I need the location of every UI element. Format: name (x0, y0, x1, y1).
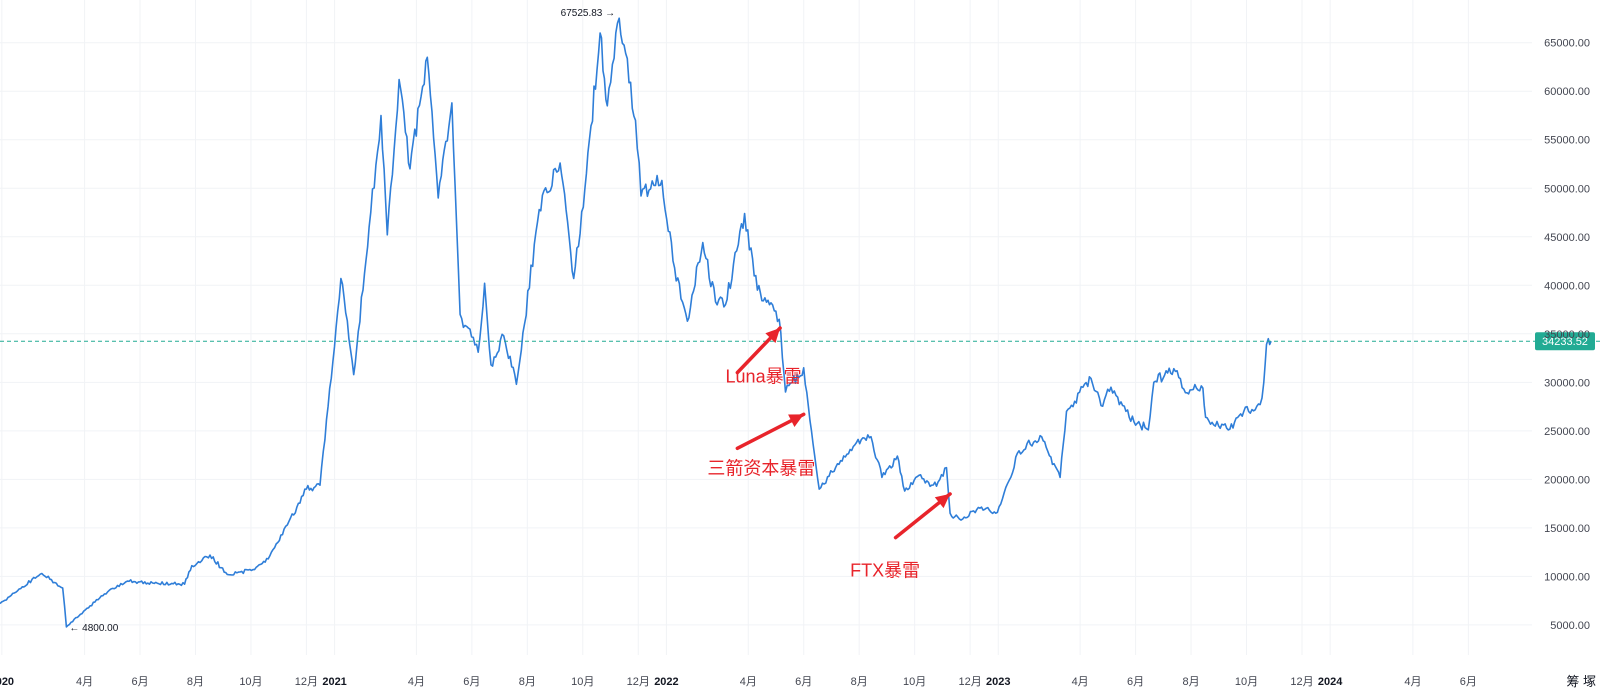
x-tick-label-11: 12月 (627, 676, 650, 688)
current-price-marker: 34233.52 (0, 332, 1600, 351)
x-tick-label-5: 12月 (295, 676, 318, 688)
y-tick-label-10: 55000.00 (1544, 135, 1590, 147)
y-tick-label-12: 65000.00 (1544, 38, 1590, 50)
x-tick-label-2: 6月 (131, 676, 148, 688)
y-tick-label-1: 10000.00 (1544, 571, 1590, 583)
low-label: ← 4800.00 (69, 623, 118, 634)
x-tick-label-23: 12月 (1290, 676, 1313, 688)
x-tick-label-0: 2020 (0, 676, 14, 688)
annotation-label-1: 三箭资本暴雷 (707, 459, 815, 479)
x-tick-label-26: 6月 (1460, 676, 1477, 688)
price-line-0 (0, 17, 1272, 628)
x-tick-label-4: 10月 (239, 676, 262, 688)
x-tick-label-7: 4月 (408, 676, 425, 688)
x-tick-label-21: 8月 (1182, 676, 1199, 688)
peak-label: 67525.83 → (561, 8, 616, 19)
current-price-label: 34233.52 (1542, 336, 1588, 348)
watermark-text: 筹 塚 (1566, 674, 1596, 689)
y-tick-label-0: 5000.00 (1550, 620, 1590, 632)
price-series (0, 17, 1272, 628)
y-tick-label-11: 60000.00 (1544, 86, 1590, 98)
y-tick-label-8: 45000.00 (1544, 232, 1590, 244)
x-tick-label-12: 2022 (654, 676, 678, 688)
x-tick-label-3: 8月 (187, 676, 204, 688)
annotation-arrow-head-1 (788, 414, 804, 427)
x-tick-label-1: 4月 (76, 676, 93, 688)
x-tick-label-20: 6月 (1127, 676, 1144, 688)
x-tick-label-16: 10月 (903, 676, 926, 688)
x-tick-label-6: 2021 (322, 676, 346, 688)
current-price-tag (1535, 332, 1595, 351)
x-tick-label-18: 2023 (986, 676, 1010, 688)
x-tick-label-19: 4月 (1072, 676, 1089, 688)
x-tick-label-17: 12月 (958, 676, 981, 688)
x-tick-label-25: 4月 (1404, 676, 1421, 688)
y-axis: 5000.00 10000.00 15000.00 20000.00 25000.00 3… (1544, 38, 1590, 632)
grid-lines (0, 0, 1532, 655)
annotation-label-0: Luna暴雷 (726, 366, 802, 386)
x-tick-label-22: 10月 (1235, 676, 1258, 688)
y-tick-label-5: 30000.00 (1544, 377, 1590, 389)
y-tick-label-2: 15000.00 (1544, 523, 1590, 535)
x-tick-label-10: 10月 (571, 676, 594, 688)
x-tick-label-9: 8月 (519, 676, 536, 688)
extreme-labels: 67525.83 → ← 4800.00 (69, 8, 615, 634)
y-tick-label-7: 40000.00 (1544, 280, 1590, 292)
x-tick-label-8: 6月 (463, 676, 480, 688)
y-tick-label-6: 35000.00 (1544, 329, 1590, 341)
y-tick-label-4: 25000.00 (1544, 426, 1590, 438)
x-tick-label-14: 6月 (795, 676, 812, 688)
x-tick-label-13: 4月 (740, 676, 757, 688)
x-tick-label-24: 2024 (1318, 676, 1343, 688)
annotation-arrow-head-2 (934, 493, 951, 509)
x-tick-label-15: 8月 (851, 676, 868, 688)
x-axis: 2020 4月 6月 8月 10月 12月 2021 4月 6月 8月 10月 12月 2022 4月 6月… (0, 676, 1477, 688)
y-tick-label-9: 50000.00 (1544, 183, 1590, 195)
annotation-label-2: FTX暴雷 (850, 560, 920, 580)
annotation-arrow-head-0 (765, 327, 781, 343)
y-tick-label-3: 20000.00 (1544, 474, 1590, 486)
